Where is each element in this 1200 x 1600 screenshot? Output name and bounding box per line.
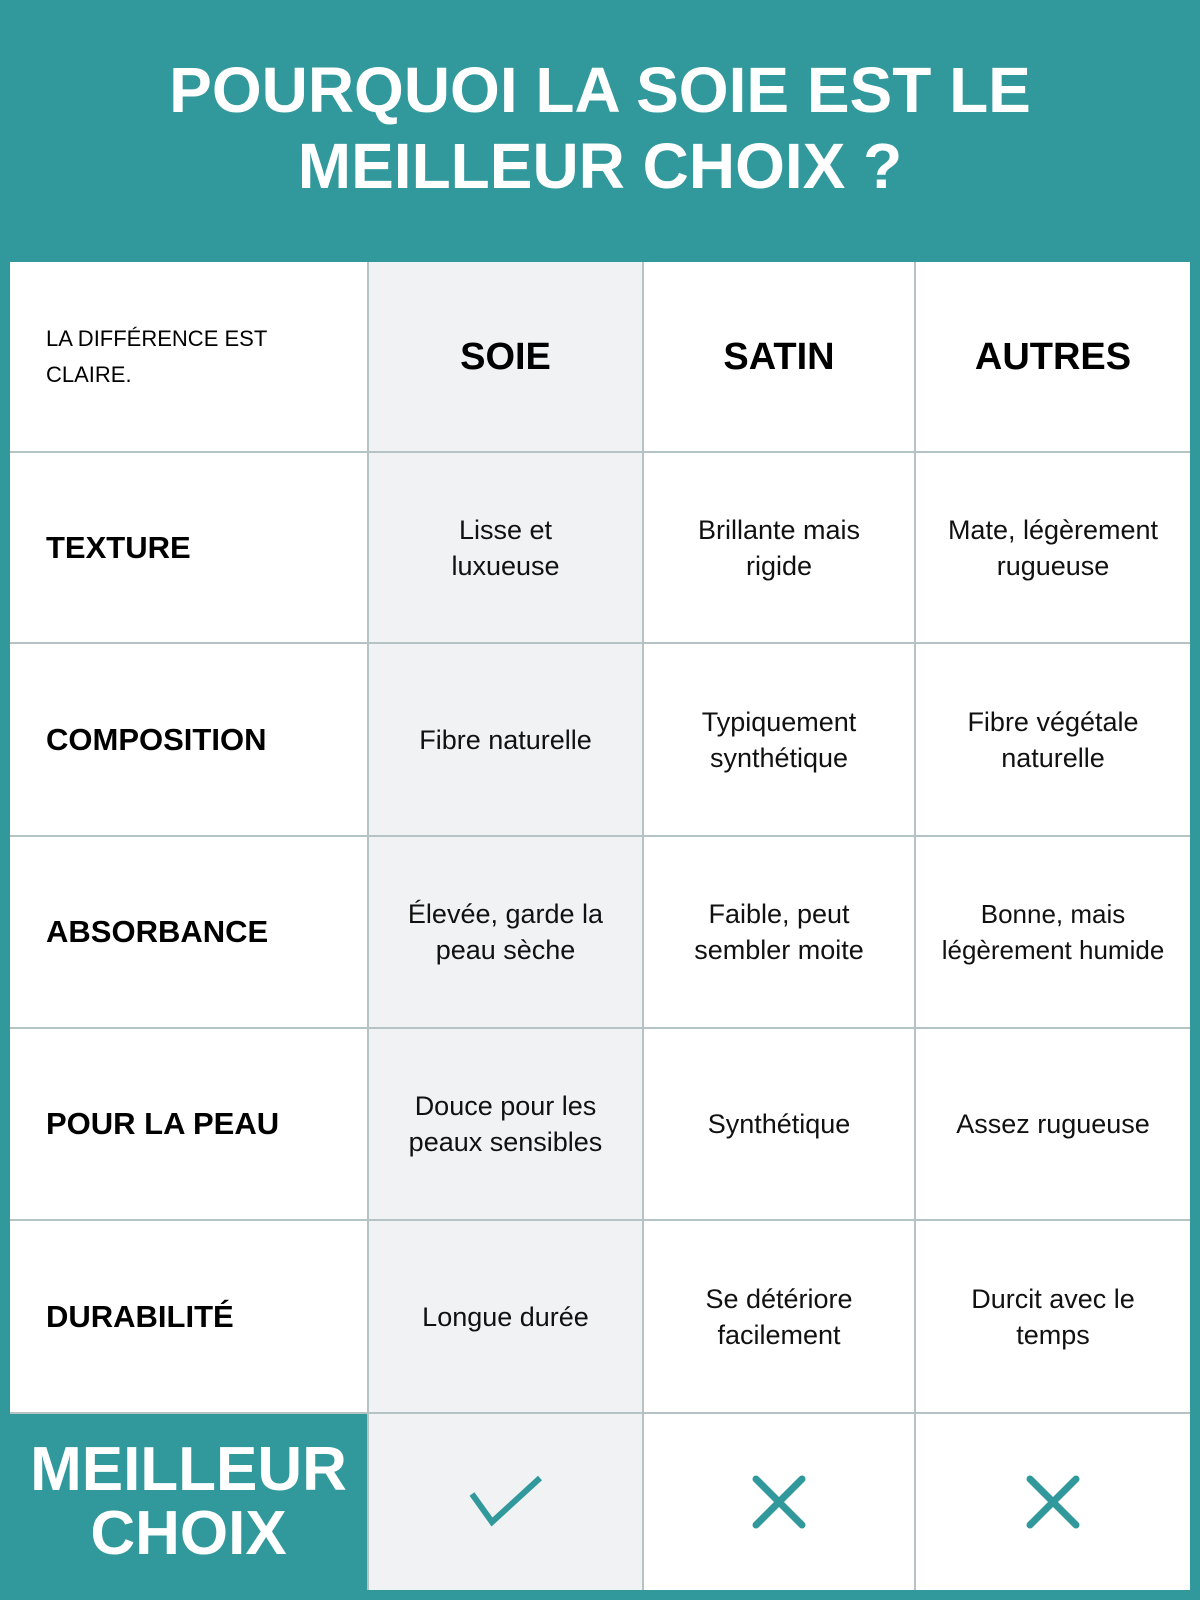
cell: Fibre naturelle [367, 642, 644, 837]
cell: Bonne, mais légèrement humide [914, 835, 1190, 1029]
cell-text: Brillante mais rigide [697, 514, 861, 581]
cell: Se détériore facilement [642, 1219, 916, 1414]
cell: Synthétique [642, 1027, 916, 1221]
cell-text: Durcit avec le temps [971, 1283, 1135, 1350]
row-label: TEXTURE [10, 451, 369, 644]
row-label: DURABILITÉ [10, 1219, 369, 1414]
check-icon [469, 1475, 542, 1527]
cell: Assez rugueuse [914, 1027, 1190, 1221]
column-header-satin: SATIN [642, 262, 916, 453]
table-row: COMPOSITION Fibre naturelle Typiquement … [10, 642, 1190, 837]
title-line-1: POURQUOI LA SOIE EST LE [169, 54, 1031, 126]
cell: Mate, légèrement rugueuse [914, 451, 1190, 644]
table-row: TEXTURE Lisse et luxueuse Brillante mais… [10, 451, 1190, 644]
best-choice-row: MEILLEUR CHOIX [10, 1412, 1190, 1590]
cell-text: Douce pour les peaux sensibles [408, 1091, 603, 1157]
row-label: ABSORBANCE [10, 835, 369, 1029]
cell-text: Typiquement synthétique [701, 706, 857, 773]
cell [642, 1412, 916, 1590]
cell: Douce pour les peaux sensibles [367, 1027, 644, 1221]
cell-text: Fibre végétale naturelle [967, 706, 1139, 773]
cell-text: Se détériore facilement [705, 1283, 853, 1350]
cell-text: Lisse et luxueuse [451, 514, 560, 581]
best-choice-label: MEILLEUR CHOIX [10, 1412, 369, 1590]
row-label: COMPOSITION [10, 642, 369, 837]
cell: Faible, peut sembler moite [642, 835, 916, 1029]
row-label: POUR LA PEAU [10, 1027, 369, 1221]
table-row: ABSORBANCE Élevée, garde la peau sèche F… [10, 835, 1190, 1029]
note-text: LA DIFFÉRENCE EST CLAIRE. [46, 325, 267, 387]
cell: Fibre végétale naturelle [914, 642, 1190, 837]
table-row: POUR LA PEAU Douce pour les peaux sensib… [10, 1027, 1190, 1221]
cell: Brillante mais rigide [642, 451, 916, 644]
cell-text: Faible, peut sembler moite [694, 899, 864, 965]
cell-text: Élevée, garde la peau sèche [407, 899, 604, 965]
best-line-1: MEILLEUR [30, 1435, 347, 1504]
header-note: LA DIFFÉRENCE EST CLAIRE. [10, 262, 369, 453]
cell [367, 1412, 644, 1590]
header-row: LA DIFFÉRENCE EST CLAIRE. SOIE SATIN AUT… [10, 262, 1190, 453]
cell: Typiquement synthétique [642, 642, 916, 837]
x-icon [752, 1475, 806, 1529]
cell: Lisse et luxueuse [367, 451, 644, 644]
x-icon [1026, 1475, 1080, 1529]
comparison-table: LA DIFFÉRENCE EST CLAIRE. SOIE SATIN AUT… [10, 262, 1190, 1590]
cell: Longue durée [367, 1219, 644, 1414]
column-header-soie: SOIE [367, 262, 644, 453]
cell: Durcit avec le temps [914, 1219, 1190, 1414]
page-title: POURQUOI LA SOIE EST LE MEILLEUR CHOIX ? [0, 52, 1200, 204]
cell [914, 1412, 1190, 1590]
cell-text: Bonne, mais légèrement humide [941, 899, 1165, 965]
title-line-2: MEILLEUR CHOIX ? [297, 130, 903, 202]
table-row: DURABILITÉ Longue durée Se détériore fac… [10, 1219, 1190, 1414]
column-header-autres: AUTRES [914, 262, 1190, 453]
cell: Élevée, garde la peau sèche [367, 835, 644, 1029]
best-line-2: CHOIX [90, 1499, 287, 1568]
